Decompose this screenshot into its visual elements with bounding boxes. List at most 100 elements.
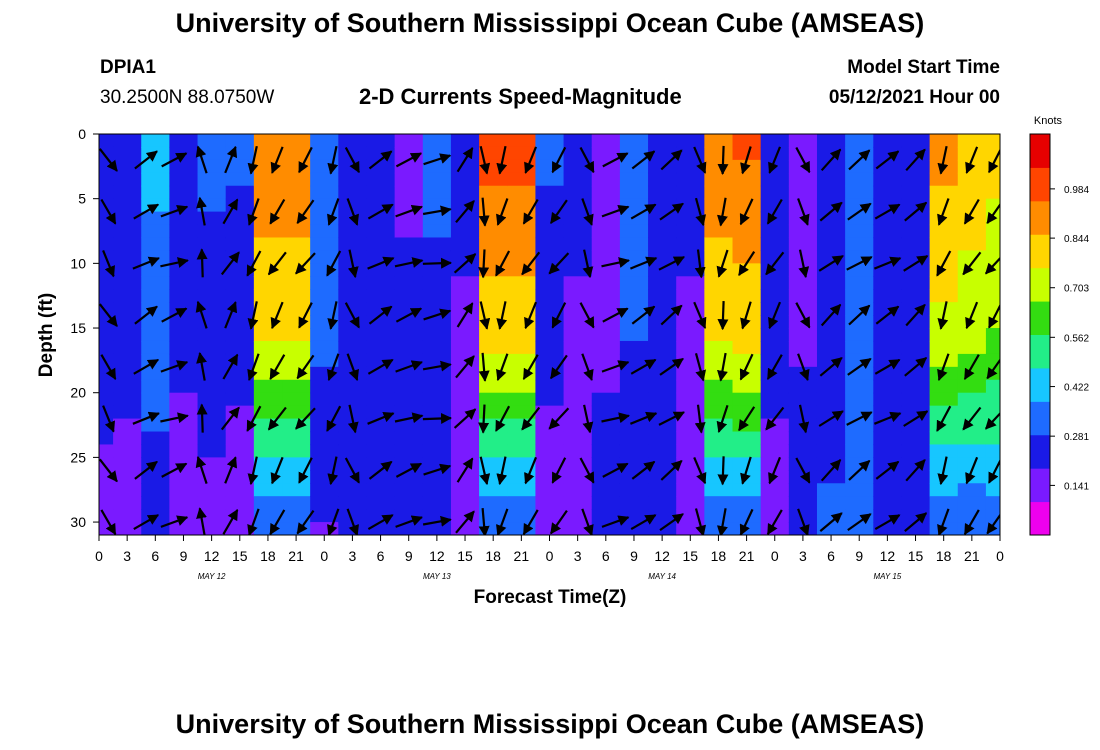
heatmap-cell [957,185,987,200]
heatmap-cell [366,340,396,355]
heatmap-cell [816,276,846,290]
heatmap-cell [760,198,790,213]
heatmap-cell [282,431,311,446]
heatmap-cell [113,198,142,213]
heatmap-cell [366,405,396,420]
current-vector [549,199,568,225]
page-title: University of Southern Mississippi Ocean… [175,8,925,38]
current-vector [716,249,729,278]
heatmap-cell [422,237,452,252]
current-vector [195,145,208,174]
current-vector [479,301,491,330]
x-tick-label: 9 [855,548,863,564]
heatmap-cell [310,237,339,252]
heatmap-cell [394,224,424,239]
heatmap-cell [338,340,368,355]
current-vector [133,203,160,220]
current-vector [903,254,929,272]
heatmap-cell [253,250,283,264]
heatmap-cell [169,496,199,510]
heatmap-cell [479,509,508,523]
heatmap-cell [225,276,255,290]
heatmap-cell [113,483,142,497]
heatmap-cell [648,483,677,497]
heatmap-cell [225,172,255,187]
current-vector [394,257,424,268]
heatmap-cell [704,509,734,523]
heatmap-cell [619,211,649,226]
heatmap-cell [816,328,846,342]
x-tick-label: 6 [827,548,835,564]
date-label: MAY 15 [874,572,902,581]
current-vector [740,456,752,485]
heatmap-cell [676,250,705,264]
heatmap-cell [563,379,593,394]
current-vector [658,411,685,426]
current-vector [629,256,658,270]
heatmap-cell [760,353,790,368]
heatmap-cell [619,340,649,355]
current-vector [102,249,115,278]
heatmap-cell [816,431,846,446]
heatmap-cell [591,159,621,174]
heatmap-cell [901,483,931,497]
heatmap-cell [732,198,762,213]
current-vector [195,455,208,484]
heatmap-cell [732,237,762,252]
heatmap-cell [479,431,508,446]
current-vector [367,514,394,531]
heatmap-cell [507,289,537,303]
heatmap-cell [704,522,734,535]
heatmap-cell [704,134,734,148]
current-vector [795,146,811,174]
heatmap-cell [169,522,199,535]
heatmap-cell [929,198,959,213]
heatmap-cell [985,289,1000,303]
heatmap-cell [479,185,508,200]
current-vector [344,146,360,174]
heatmap-cell [169,172,199,187]
heatmap-cell [197,185,227,200]
current-vector [798,404,810,434]
current-vector [196,352,207,381]
heatmap-cell [732,379,762,394]
current-vector [160,257,189,268]
heatmap-cell [760,418,790,433]
current-vector [903,410,929,427]
heatmap-cell [985,185,1000,200]
heatmap-cell [99,496,114,510]
heatmap-cell [676,483,705,497]
current-vector [797,198,810,226]
current-vector [601,205,630,218]
heatmap-cell [225,483,255,497]
heatmap-cell [648,276,677,290]
heatmap-cell [704,172,734,187]
heatmap-cell [366,172,396,187]
y-tick-label: 15 [70,320,86,336]
heatmap-cell [253,470,283,484]
heatmap-cell [394,172,424,187]
heatmap-cell [704,211,734,226]
colorbar-segment [1030,200,1050,235]
heatmap-cell [366,263,396,277]
x-tick-label: 15 [457,548,473,564]
heatmap-cell [310,405,339,420]
heatmap-cell [929,134,959,148]
heatmap-cell [141,315,170,329]
heatmap-cell [394,211,424,226]
heatmap-cell [535,172,565,187]
heatmap-cell [619,134,649,148]
heatmap-cell [310,457,339,471]
heatmap-cell [732,289,762,303]
heatmap-cell [422,302,452,316]
heatmap-cell [225,379,255,394]
heatmap-cell [535,224,565,239]
heatmap-cell [225,250,255,264]
current-vector [717,145,729,175]
heatmap-cell [676,276,705,290]
current-vector [549,509,568,535]
current-vector [847,513,872,531]
heatmap-cell [845,328,874,342]
heatmap-cell [591,457,621,471]
heatmap-cell [253,211,283,226]
